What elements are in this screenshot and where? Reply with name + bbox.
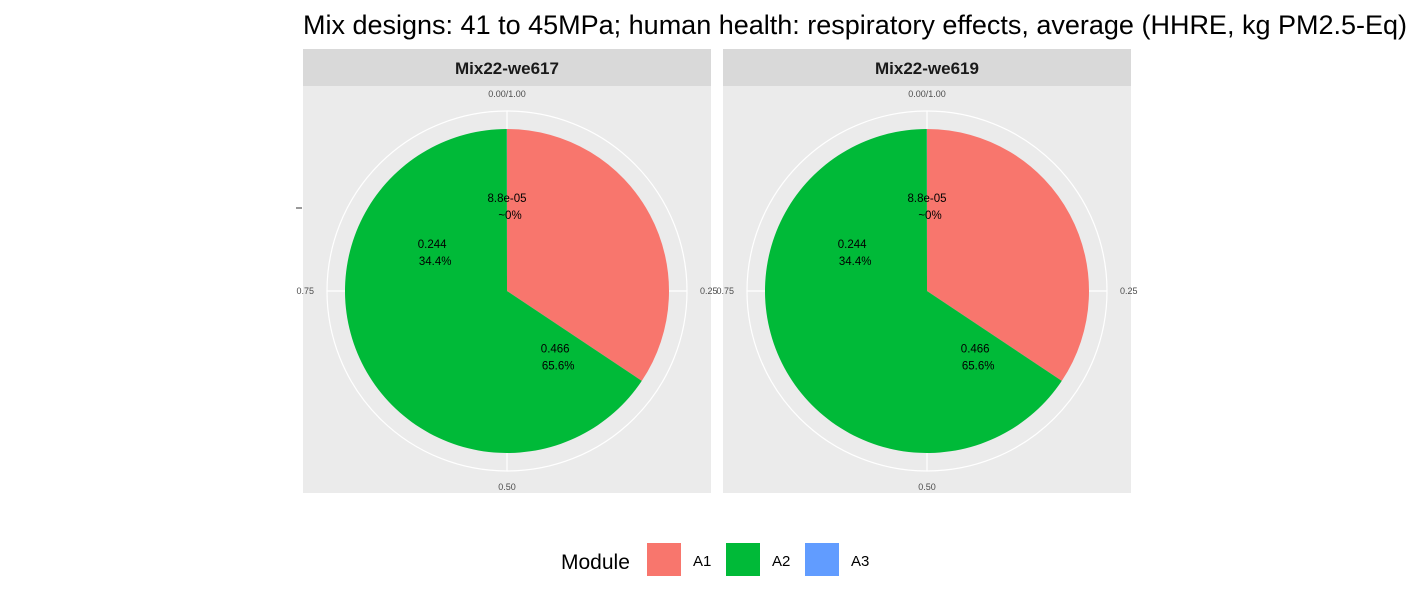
- theta-tick-label: 0.00/1.00: [488, 89, 526, 99]
- pie-slice-a1: [507, 129, 669, 381]
- data-label-value: 0.244: [838, 239, 867, 251]
- theta-tick-label: 0.25: [700, 286, 718, 296]
- data-label-value: 0.466: [961, 343, 990, 355]
- legend: Module A1 A2 A3: [561, 543, 869, 576]
- legend-label: A2: [772, 553, 790, 570]
- pie-slice-a2: [765, 129, 1062, 453]
- data-label-value: 0.466: [541, 343, 570, 355]
- theta-tick-label: 0.50: [918, 482, 936, 492]
- theta-tick-label: 0.00/1.00: [908, 89, 946, 99]
- legend-key-a3: [805, 543, 839, 576]
- facet-strip: [303, 49, 711, 86]
- legend-label: A3: [851, 553, 869, 570]
- data-label-percent: ~0%: [918, 210, 941, 222]
- chart-title: Mix designs: 41 to 45MPa; human health: …: [303, 10, 1407, 40]
- theta-tick-label: 0.75: [716, 286, 734, 296]
- facet-panels: Mix22-we617 0.00/1.00 0.25 0.50 0.75 0.244 34.…: [296, 49, 1138, 493]
- data-label-value: 0.244: [418, 239, 447, 251]
- data-label-percent: ~0%: [498, 210, 521, 222]
- theta-tick-label: 0.75: [296, 286, 314, 296]
- legend-title: Module: [561, 551, 630, 574]
- facet-strip-label: Mix22-we617: [455, 59, 559, 78]
- pie-slice-a1: [927, 129, 1089, 381]
- data-label-percent: 34.4%: [419, 256, 452, 268]
- pie-slice-a2: [345, 129, 642, 453]
- data-label-percent: 65.6%: [962, 360, 995, 372]
- data-label-percent: 34.4%: [839, 256, 872, 268]
- theta-tick-label: 0.50: [498, 482, 516, 492]
- data-label-value: 8.8e-05: [907, 193, 946, 205]
- facet-strip-label: Mix22-we619: [875, 59, 979, 78]
- legend-key-a2: [726, 543, 760, 576]
- data-label-value: 8.8e-05: [487, 193, 526, 205]
- data-label-percent: 65.6%: [542, 360, 575, 372]
- legend-label: A1: [693, 553, 711, 570]
- legend-key-a1: [647, 543, 681, 576]
- facet-strip: [723, 49, 1131, 86]
- facet-panel: Mix22-we617 0.00/1.00 0.25 0.50 0.75 0.244 34.…: [296, 49, 718, 493]
- facet-panel: Mix22-we619 0.00/1.00 0.25 0.50 0.75 0.244 34.…: [716, 49, 1138, 493]
- theta-tick-label: 0.25: [1120, 286, 1138, 296]
